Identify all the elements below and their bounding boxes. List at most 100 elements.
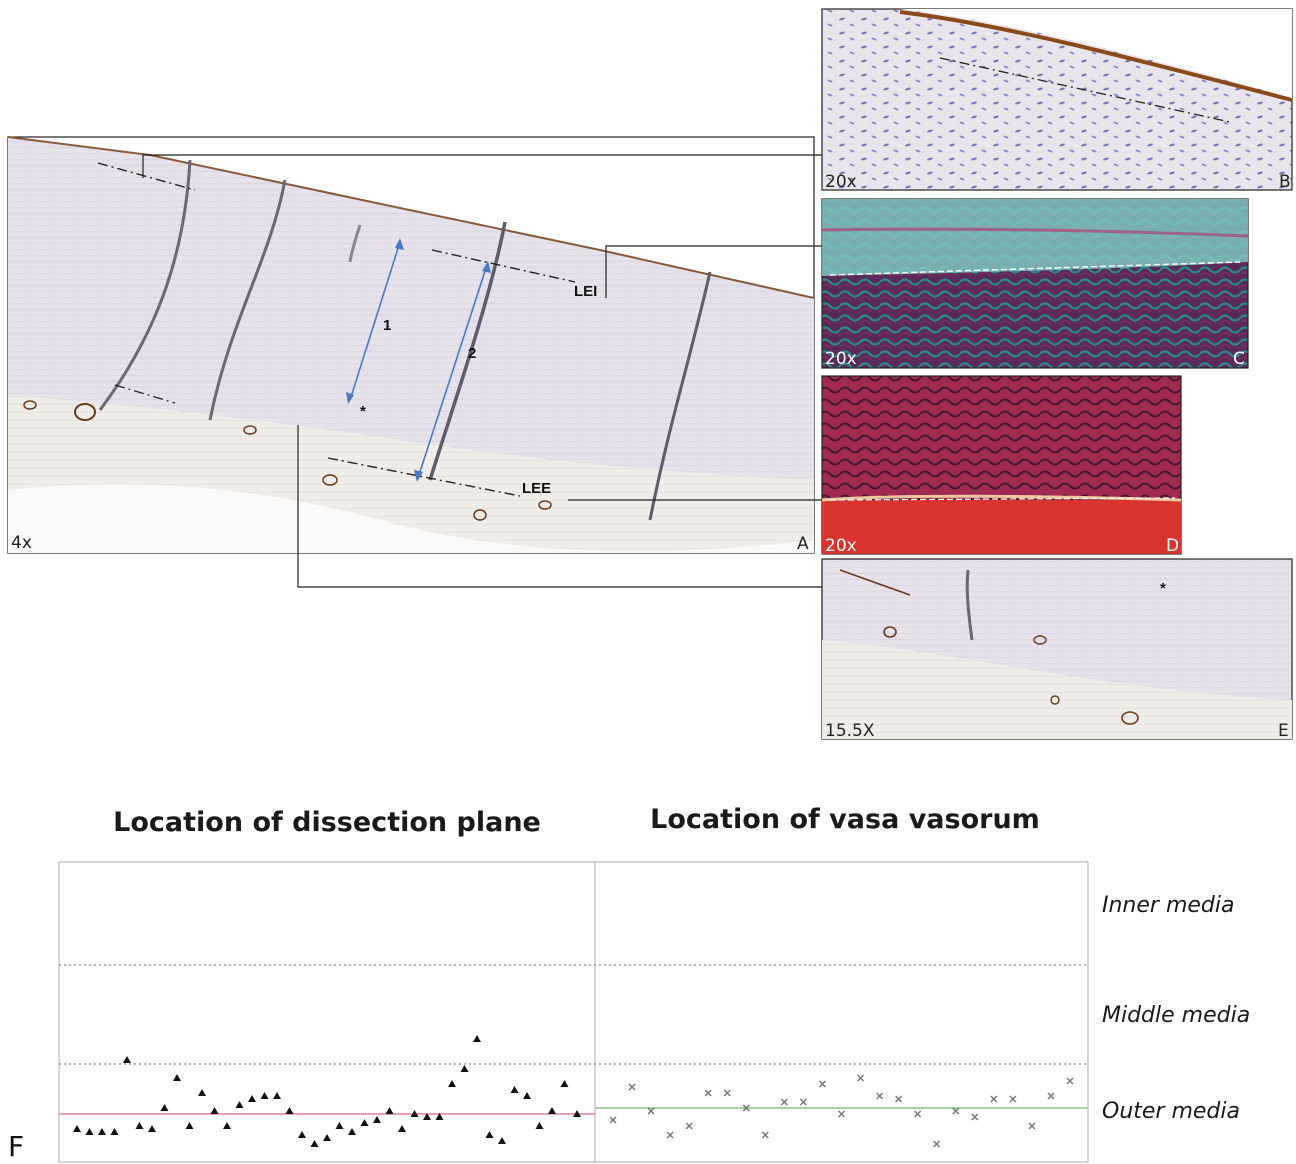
dissection-point-20 <box>310 1140 319 1147</box>
dissection-point-12 <box>210 1107 219 1114</box>
chart-frame <box>58 861 1089 1163</box>
panel-e-asterisk: * <box>1160 580 1166 597</box>
panel-a-magnification: 4x <box>11 533 32 553</box>
dissection-point-31 <box>448 1080 456 1087</box>
vasa-point-9 <box>761 1131 769 1139</box>
dissection-point-11 <box>198 1089 206 1096</box>
dissection-point-35 <box>498 1137 506 1144</box>
panel-e-micrograph: * 15.5X E <box>821 558 1293 741</box>
panel-b-micrograph: 20x B <box>821 8 1293 192</box>
vasa-point-4 <box>666 1131 674 1139</box>
vasa-point-5 <box>685 1122 693 1130</box>
panel-d-magnification: 20x <box>825 536 857 556</box>
dissection-point-34 <box>485 1131 494 1138</box>
thickness-arrow-1 <box>346 238 404 404</box>
dissection-point-15 <box>248 1095 256 1102</box>
dissection-point-36 <box>510 1086 519 1093</box>
band-label-outer-media: Outer media <box>1102 1099 1240 1124</box>
panel-c-magnification: 20x <box>825 349 857 369</box>
panel-d-letter: D <box>1166 536 1179 556</box>
vasa-point-3 <box>647 1107 655 1115</box>
dissection-point-4 <box>110 1128 119 1135</box>
vasa-point-13 <box>837 1110 846 1118</box>
dissection-point-30 <box>435 1113 444 1120</box>
panel-c-micrograph: 20x C <box>821 198 1249 369</box>
dissection-point-33 <box>473 1035 481 1042</box>
dissection-point-2 <box>85 1128 94 1135</box>
dissection-point-5 <box>123 1056 131 1063</box>
panel-f-charts: Location of dissection plane Location of… <box>8 804 1250 1163</box>
asterisk-marker: * <box>360 403 366 420</box>
vasa-point-25 <box>1066 1077 1074 1085</box>
dissection-point-21 <box>323 1134 331 1141</box>
dissection-point-26 <box>385 1107 394 1114</box>
dissection-point-28 <box>410 1110 419 1117</box>
dissection-point-1 <box>73 1125 81 1132</box>
dissection-point-24 <box>360 1119 369 1126</box>
lei-label: LEI <box>574 283 597 300</box>
dissection-point-27 <box>398 1125 406 1132</box>
vasa-point-20 <box>971 1113 979 1121</box>
vasa-point-24 <box>1047 1092 1055 1100</box>
band-label-inner-media: Inner media <box>1102 893 1234 918</box>
band-label-middle-media: Middle media <box>1102 1003 1250 1028</box>
vasa-point-16 <box>895 1095 903 1103</box>
vasa-point-1 <box>609 1116 617 1124</box>
arrow-1-label: 1 <box>383 317 391 334</box>
vasa-point-15 <box>876 1092 884 1100</box>
panel-connectors <box>142 154 822 588</box>
arrow-2-label: 2 <box>468 345 476 362</box>
dissection-point-19 <box>298 1131 306 1138</box>
dissection-point-37 <box>523 1092 531 1099</box>
vasa-point-7 <box>723 1089 731 1097</box>
dissection-point-38 <box>535 1122 544 1129</box>
vasa-point-19 <box>952 1107 960 1115</box>
dissection-point-10 <box>185 1122 194 1129</box>
dissection-point-7 <box>148 1125 156 1132</box>
chart-title-vasa-vasorum: Location of vasa vasorum <box>650 804 1040 835</box>
panel-e-letter: E <box>1278 721 1289 741</box>
vasa-point-8 <box>742 1104 750 1112</box>
vasa-point-2 <box>628 1083 636 1091</box>
vasa-point-6 <box>704 1089 712 1097</box>
panel-a-micrograph: 1 2 * LEI LEE 4x A <box>7 136 815 554</box>
dissection-point-29 <box>423 1113 431 1120</box>
panel-a-letter: A <box>797 534 809 554</box>
vasa-point-14 <box>857 1074 865 1082</box>
dissection-point-9 <box>173 1074 181 1081</box>
vasa-point-21 <box>990 1095 998 1103</box>
vasa-point-10 <box>780 1098 788 1106</box>
dissection-point-41 <box>573 1110 581 1117</box>
vasa-vasorum-points <box>609 1074 1074 1148</box>
dissection-point-23 <box>348 1128 356 1135</box>
dissection-point-17 <box>273 1092 281 1099</box>
dissection-point-18 <box>285 1107 294 1114</box>
dissection-point-25 <box>373 1116 381 1123</box>
dissection-point-8 <box>160 1104 169 1111</box>
dissection-point-16 <box>260 1092 269 1099</box>
panel-b-letter: B <box>1279 172 1291 192</box>
dissection-point-32 <box>460 1065 469 1072</box>
dissection-point-40 <box>560 1080 569 1087</box>
dissection-point-39 <box>548 1107 556 1114</box>
vasa-point-23 <box>1028 1122 1036 1130</box>
vasa-point-22 <box>1009 1095 1017 1103</box>
panel-b-magnification: 20x <box>825 172 857 192</box>
dissection-plane-points <box>73 1035 581 1147</box>
vasa-point-17 <box>914 1110 922 1118</box>
panel-c-letter: C <box>1233 349 1245 369</box>
dissection-point-14 <box>235 1101 244 1108</box>
panel-d-micrograph: 20x D <box>821 375 1182 556</box>
vasa-point-12 <box>818 1080 826 1088</box>
dissection-point-13 <box>223 1122 231 1129</box>
vasa-point-11 <box>799 1098 807 1106</box>
panel-e-magnification: 15.5X <box>825 721 875 741</box>
panel-f-letter: F <box>8 1130 24 1163</box>
thickness-arrow-2 <box>414 261 491 482</box>
dissection-point-22 <box>335 1122 344 1129</box>
lee-label: LEE <box>522 480 551 497</box>
vasa-point-18 <box>933 1140 941 1148</box>
dissection-point-3 <box>98 1128 106 1135</box>
dissection-point-6 <box>135 1122 144 1129</box>
